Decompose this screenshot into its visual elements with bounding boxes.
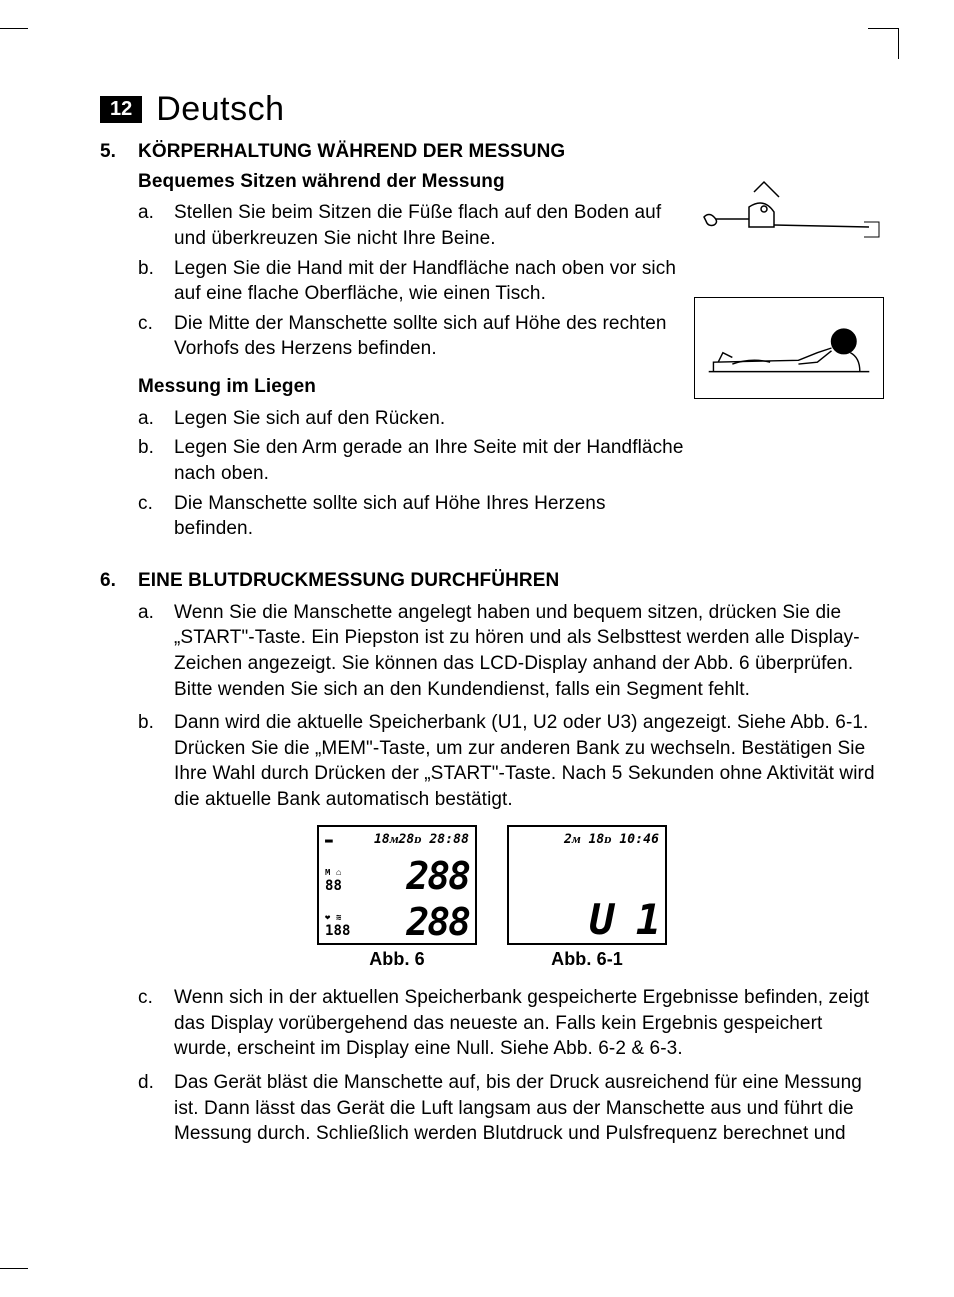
list-item: b. Legen Sie den Arm gerade an Ihre Seite… [138, 435, 684, 486]
lcd-display-user: 2ᴍ 18ᴅ 10:46 U 1 [507, 825, 667, 945]
section-6-list: a.Wenn Sie die Manschette angelegt haben… [138, 600, 884, 813]
list-item: c. Die Manschette sollte sich auf Höhe Ih… [138, 491, 684, 542]
subsection-list: a. Legen Sie sich auf den Rücken. b. Legen… [138, 406, 684, 542]
subsection-list: a. Stellen Sie beim Sitzen die Füße flach… [138, 200, 684, 362]
list-text: Die Manschette sollte sich auf Höhe Ihre… [174, 491, 684, 542]
crop-mark [0, 28, 28, 29]
arm-on-table-icon [694, 167, 884, 257]
lcd-big-dia: 288 [406, 905, 469, 939]
list-item: a. Legen Sie sich auf den Rücken. [138, 406, 684, 432]
list-text: Legen Sie den Arm gerade an Ihre Seite m… [174, 435, 684, 486]
list-item: c.Wenn sich in der aktuellen Speicherban… [138, 985, 884, 1062]
lcd-big-sys: 288 [406, 859, 469, 893]
page-content: 5. KÖRPERHALTUNG WÄHREND DER MESSUNG Beq… [100, 137, 884, 1147]
lcd-top-line: ▬ 18ᴍ28ᴅ 28:88 [325, 831, 469, 849]
list-marker: a. [138, 406, 160, 432]
lcd-top-line: 2ᴍ 18ᴅ 10:46 [515, 831, 659, 849]
list-item: b.Dann wird die aktuelle Speicherbank (U… [138, 710, 884, 813]
figure-lying-measurement [694, 297, 884, 399]
lcd-datetime: 18ᴍ28ᴅ 28:88 [374, 831, 469, 849]
list-marker: a. [138, 600, 160, 703]
section-6-list-cont: c.Wenn sich in der aktuellen Speicherban… [138, 985, 884, 1147]
list-marker: b. [138, 435, 160, 486]
lcd-user-bank: U 1 [515, 901, 659, 939]
list-item: d.Das Gerät bläst die Manschette auf, bi… [138, 1070, 884, 1147]
list-marker: b. [138, 710, 160, 813]
list-marker: c. [138, 311, 160, 362]
person-lying-icon [704, 303, 874, 393]
figure-sitting-measurement [694, 167, 884, 257]
lcd-bot-row: ❤ ≋188 288 [325, 905, 469, 939]
section-5-figures [694, 137, 884, 399]
list-marker: c. [138, 491, 160, 542]
section-number: 5. [100, 139, 120, 165]
section-5-text: 5. KÖRPERHALTUNG WÄHREND DER MESSUNG Beq… [100, 137, 684, 546]
lcd-mid-row: M ⌂88 288 [325, 859, 469, 893]
battery-icon: ▬ [325, 831, 333, 849]
manual-page: 12 Deutsch 5. KÖRPERHALTUNG WÄHREND DER … [0, 0, 954, 1297]
page-number-badge: 12 [100, 96, 142, 123]
section-title: EINE BLUTDRUCKMESSUNG DURCHFÜHREN [138, 568, 559, 594]
lcd-figure-6-1: 2ᴍ 18ᴅ 10:46 U 1 Abb. 6-1 [507, 825, 667, 971]
list-text: Die Mitte der Manschette sollte sich auf… [174, 311, 684, 362]
lcd-small-left: ❤ ≋188 [325, 910, 351, 939]
lcd-datetime: 2ᴍ 18ᴅ 10:46 [564, 831, 659, 849]
list-text: Dann wird die aktuelle Speicherbank (U1,… [174, 710, 884, 813]
list-text: Legen Sie die Hand mit der Handfläche na… [174, 256, 684, 307]
list-text: Wenn Sie die Manschette angelegt haben u… [174, 600, 884, 703]
crop-mark [868, 28, 899, 59]
lcd-small-left: M ⌂88 [325, 865, 342, 894]
list-item: a.Wenn Sie die Manschette angelegt haben… [138, 600, 884, 703]
subsection-title: Messung im Liegen [138, 374, 684, 400]
list-marker: c. [138, 985, 160, 1062]
section-6-block: 6. EINE BLUTDRUCKMESSUNG DURCHFÜHREN a.W… [100, 568, 884, 1147]
figure-label: Abb. 6-1 [551, 947, 623, 971]
list-text: Legen Sie sich auf den Rücken. [174, 406, 445, 432]
section-title: KÖRPERHALTUNG WÄHREND DER MESSUNG [138, 139, 565, 165]
list-text: Wenn sich in der aktuellen Speicherbank … [174, 985, 884, 1062]
language-title: Deutsch [156, 90, 284, 129]
list-text: Das Gerät bläst die Manschette auf, bis … [174, 1070, 884, 1147]
lcd-figure-6: ▬ 18ᴍ28ᴅ 28:88 M ⌂88 288 ❤ ≋188 288 Abb.… [317, 825, 477, 971]
list-item: a. Stellen Sie beim Sitzen die Füße flach… [138, 200, 684, 251]
list-marker: a. [138, 200, 160, 251]
list-text: Stellen Sie beim Sitzen die Füße flach a… [174, 200, 684, 251]
subsection-title: Bequemes Sitzen während der Messung [138, 169, 684, 195]
list-marker: d. [138, 1070, 160, 1147]
lcd-figures-row: ▬ 18ᴍ28ᴅ 28:88 M ⌂88 288 ❤ ≋188 288 Abb.… [100, 825, 884, 971]
list-item: c. Die Mitte der Manschette sollte sich a… [138, 311, 684, 362]
crop-mark [0, 1268, 28, 1269]
page-header: 12 Deutsch [100, 90, 884, 129]
section-6-heading: 6. EINE BLUTDRUCKMESSUNG DURCHFÜHREN [100, 568, 884, 594]
section-number: 6. [100, 568, 120, 594]
list-item: b. Legen Sie die Hand mit der Handfläche … [138, 256, 684, 307]
section-5-heading: 5. KÖRPERHALTUNG WÄHREND DER MESSUNG [100, 139, 684, 165]
lcd-display-full: ▬ 18ᴍ28ᴅ 28:88 M ⌂88 288 ❤ ≋188 288 [317, 825, 477, 945]
list-marker: b. [138, 256, 160, 307]
section-5-block: 5. KÖRPERHALTUNG WÄHREND DER MESSUNG Beq… [100, 137, 884, 546]
figure-label: Abb. 6 [369, 947, 425, 971]
